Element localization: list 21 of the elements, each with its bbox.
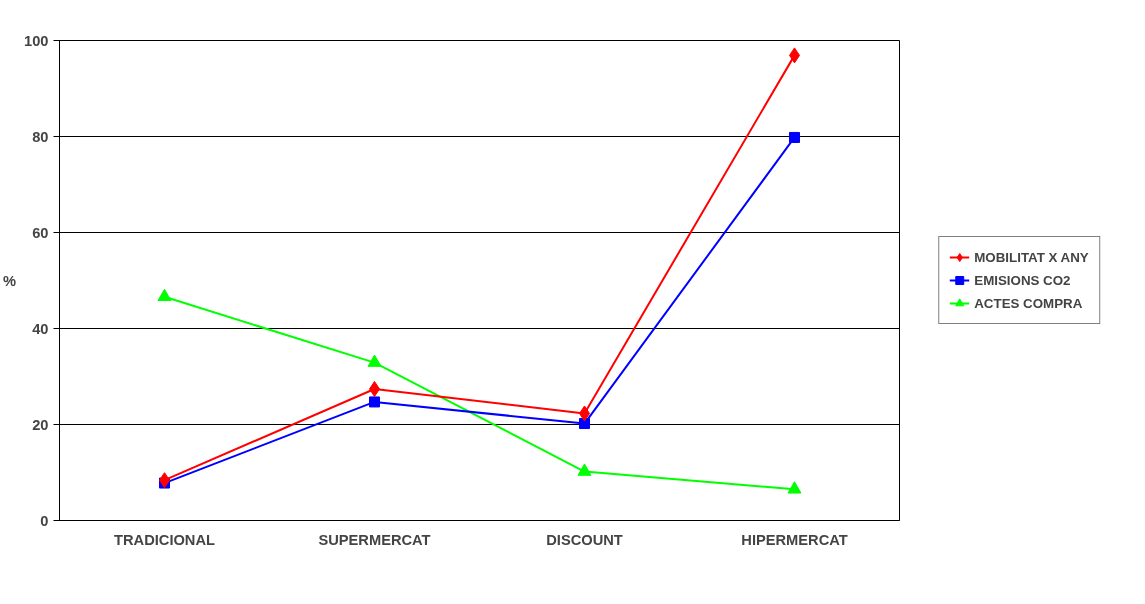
legend-label: EMISIONS CO2 (974, 272, 1071, 288)
point (367, 354, 382, 367)
y-tick-label: 100 (24, 32, 49, 49)
y-axis-title: % (3, 272, 17, 289)
y-tick-label: 80 (32, 128, 49, 145)
x-tick-label: DISCOUNT (546, 531, 623, 548)
y-tick-label: 60 (32, 224, 49, 241)
point (789, 131, 800, 143)
legend-label: MOBILITAT X ANY (974, 249, 1089, 265)
x-tick-label: HIPERMERCAT (741, 531, 848, 548)
point (157, 288, 172, 302)
x-tick-label: SUPERMERCAT (318, 531, 431, 548)
legend-label: ACTES COMPRA (974, 295, 1083, 311)
y-tick-label: 40 (32, 320, 49, 337)
x-tick-label: TRADICIONAL (114, 531, 216, 548)
point (579, 418, 590, 430)
y-tick-label: 20 (32, 416, 49, 433)
point (577, 463, 592, 476)
point (369, 396, 380, 408)
point (787, 481, 802, 494)
y-tick-label: 0 (40, 512, 49, 529)
